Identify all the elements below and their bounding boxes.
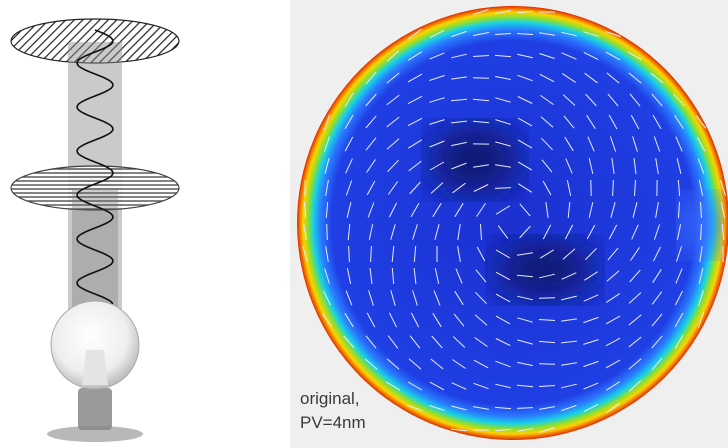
dark-region: [495, 240, 595, 300]
page: original, PV=4nm (() => { const data = J…: [0, 0, 728, 448]
polarizer-diagram: [11, 19, 179, 442]
orientation-tick: [327, 224, 328, 240]
orientation-tick: [539, 298, 555, 299]
bulb-base: [78, 388, 112, 430]
annotation: original,: [300, 389, 360, 408]
shadow: [47, 426, 143, 442]
figure: original, PV=4nm: [0, 0, 728, 448]
heatmap: [297, 6, 728, 440]
dark-region: [430, 125, 520, 195]
light-region: [680, 195, 720, 255]
bulb-neck: [82, 350, 108, 385]
annotation: PV=4nm: [300, 413, 366, 432]
